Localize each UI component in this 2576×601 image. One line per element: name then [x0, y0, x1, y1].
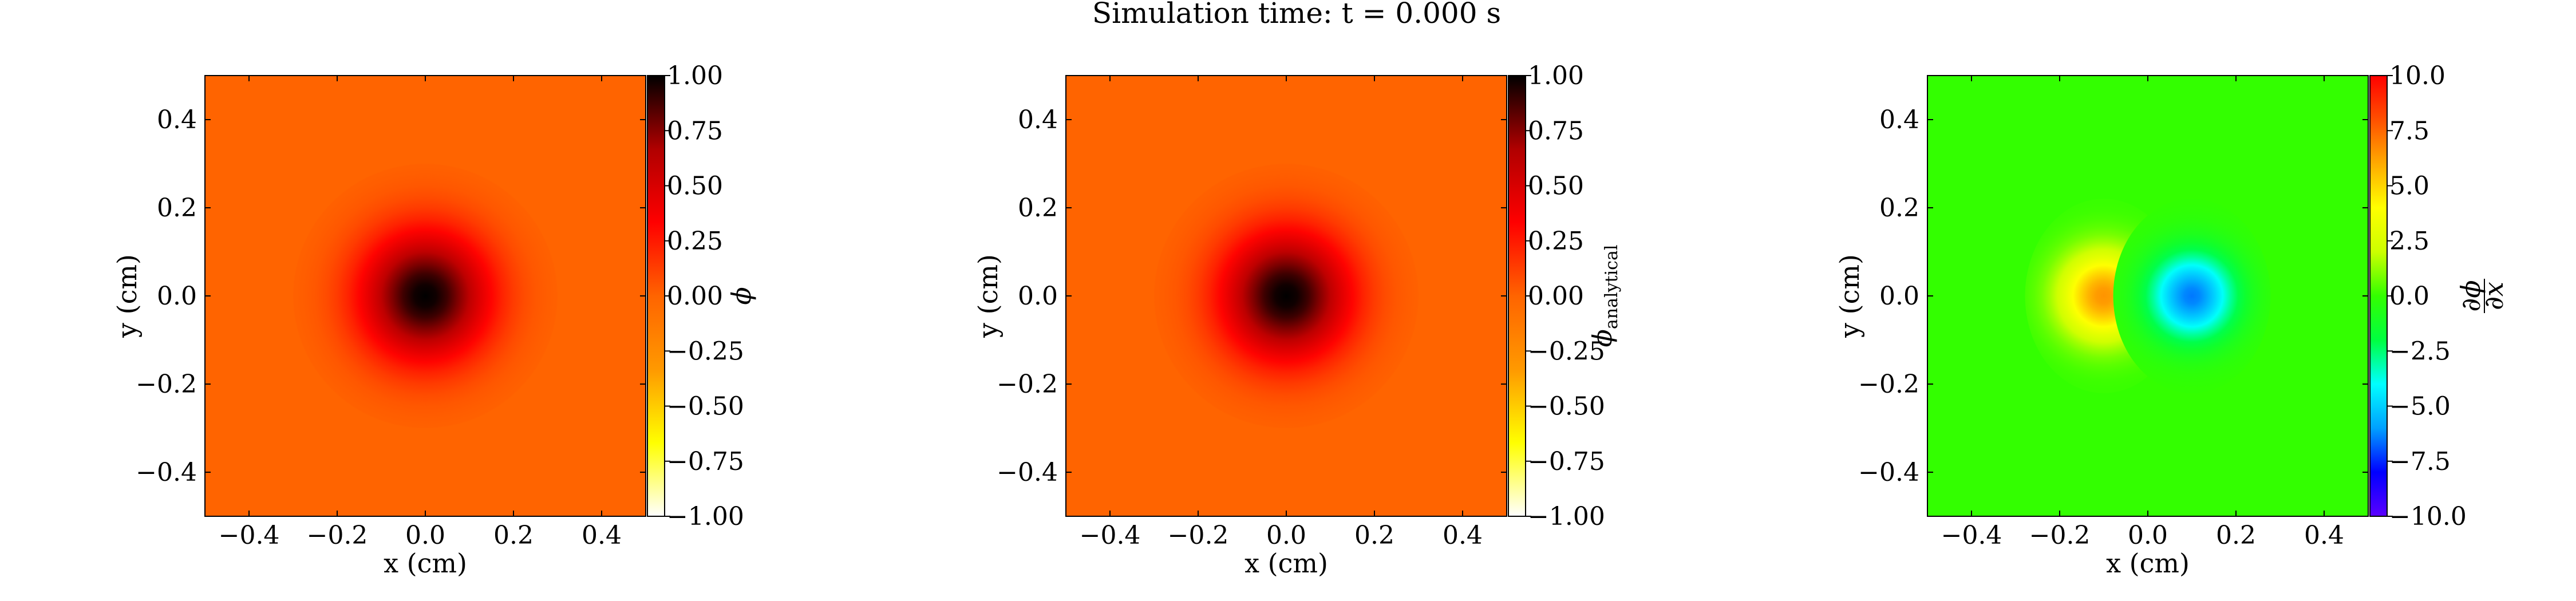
x-tick-label: 0.2 [2216, 521, 2256, 550]
colorbar [1508, 75, 1526, 517]
x-tick-label: 0.0 [2128, 521, 2168, 550]
colorbar-tick-label: 5.0 [2389, 172, 2429, 201]
y-axis-label: y (cm) [1834, 254, 1865, 338]
colorbar-tick-label: 0.50 [667, 172, 723, 201]
colorbar-tick-label: 1.00 [1528, 61, 1584, 90]
heatmap-peak [293, 164, 558, 428]
x-tick-label: 0.2 [493, 521, 534, 550]
heatmap-peak [1154, 164, 1419, 428]
colorbar-tick-label: −7.5 [2389, 447, 2451, 476]
figure-suptitle: Simulation time: t = 0.000 s [1092, 0, 1501, 30]
panel-1: −0.4 −0.2 0.0 0.2 0.4 −0.4 −0.2 0.0 0.2 0.4 x (cm)… [112, 61, 757, 579]
colorbar-tick-label: 10.0 [2389, 61, 2445, 90]
colorbar-tick-label: −0.50 [1528, 392, 1605, 421]
y-tick-label: 0.0 [157, 282, 197, 311]
heatmap-negative-lobe [2113, 199, 2271, 393]
y-axis-label: y (cm) [112, 254, 143, 338]
colorbar-tick-label: 0.75 [1528, 116, 1584, 145]
x-axis-label: x (cm) [1244, 548, 1328, 579]
x-tick-label: 0.0 [1266, 521, 1306, 550]
colorbar-tick-label: −5.0 [2389, 392, 2451, 421]
colorbar-label: ϕanalytical [1587, 245, 1622, 347]
colorbar-tick-label: 1.00 [667, 61, 723, 90]
y-tick-label: 0.4 [1879, 105, 1919, 135]
x-axis-label: x (cm) [384, 548, 467, 579]
colorbar-tick-label: −0.75 [667, 447, 744, 476]
colorbar-tick-label: 0.25 [1528, 227, 1584, 256]
panels: −0.4 −0.2 0.0 0.2 0.4 −0.4 −0.2 0.0 0.2 0.4 x (cm)… [112, 61, 2509, 579]
colorbar-label: ∂ϕ∂x [2455, 279, 2509, 313]
colorbar-tick-label: 0.00 [1528, 282, 1584, 311]
y-tick-label: −0.4 [997, 458, 1058, 487]
panel-3: −0.4 −0.2 0.0 0.2 0.4 −0.4 −0.2 0.0 0.2 0.4 x (cm)… [1834, 61, 2509, 579]
y-axis-label: y (cm) [973, 254, 1003, 338]
y-tick-label: −0.4 [136, 458, 197, 487]
colorbar [647, 75, 665, 517]
colorbar-label-numerator: ∂ϕ [2455, 280, 2486, 311]
x-tick-label: 0.4 [2304, 521, 2344, 550]
x-tick-label: −0.4 [1941, 521, 2002, 550]
colorbar-tick-label: −10.0 [2389, 502, 2467, 531]
colorbar [2369, 75, 2388, 517]
y-tick-label: 0.0 [1879, 282, 1919, 311]
colorbar-tick-label: −0.25 [1528, 337, 1605, 366]
y-tick-label: 0.2 [1018, 193, 1058, 223]
colorbar-tick-label: −2.5 [2389, 337, 2451, 366]
colorbar-label-subscript: analytical [1602, 245, 1622, 330]
colorbar-tick-label: −0.50 [667, 392, 744, 421]
colorbar-tick-label: 0.00 [667, 282, 723, 311]
colorbar-label-symbol: ϕ [726, 287, 757, 305]
x-tick-label: 0.0 [405, 521, 445, 550]
y-tick-label: −0.2 [1858, 370, 1919, 399]
panel-2: −0.4 −0.2 0.0 0.2 0.4 −0.4 −0.2 0.0 0.2 0.4 x (cm)… [973, 61, 1622, 579]
colorbar-tick-label: 2.5 [2389, 227, 2429, 256]
x-tick-label: −0.2 [2029, 521, 2091, 550]
colorbar-tick-label: −1.00 [667, 502, 744, 531]
x-tick-label: −0.4 [1080, 521, 1141, 550]
colorbar-tick-label: −1.00 [1528, 502, 1605, 531]
x-tick-label: −0.2 [1168, 521, 1229, 550]
colorbar-tick-label: −0.25 [667, 337, 744, 366]
x-tick-label: 0.4 [582, 521, 622, 550]
colorbar-label-symbol: ϕ [1587, 329, 1618, 347]
colorbar-tick-label: 0.25 [667, 227, 723, 256]
x-tick-label: −0.2 [307, 521, 368, 550]
y-tick-label: −0.2 [136, 370, 197, 399]
colorbar-tick-label: 7.5 [2389, 116, 2429, 145]
colorbar-tick-label: −0.75 [1528, 447, 1605, 476]
colorbar-tick-label: 0.50 [1528, 172, 1584, 201]
y-tick-label: −0.2 [997, 370, 1058, 399]
y-tick-label: 0.0 [1018, 282, 1058, 311]
x-tick-label: −0.4 [219, 521, 280, 550]
x-tick-label: 0.4 [1443, 521, 1483, 550]
y-tick-label: 0.4 [1018, 105, 1058, 135]
colorbar-label-denominator: ∂x [2478, 282, 2509, 310]
y-tick-label: −0.4 [1858, 458, 1919, 487]
colorbar-tick-label: 0.75 [667, 116, 723, 145]
x-tick-label: 0.2 [1354, 521, 1394, 550]
y-tick-label: 0.2 [1879, 193, 1919, 223]
x-axis-label: x (cm) [2106, 548, 2190, 579]
y-tick-label: 0.2 [157, 193, 197, 223]
colorbar-tick-label: 0.0 [2389, 282, 2429, 311]
y-tick-label: 0.4 [157, 105, 197, 135]
colorbar-label: ϕ [726, 287, 757, 305]
